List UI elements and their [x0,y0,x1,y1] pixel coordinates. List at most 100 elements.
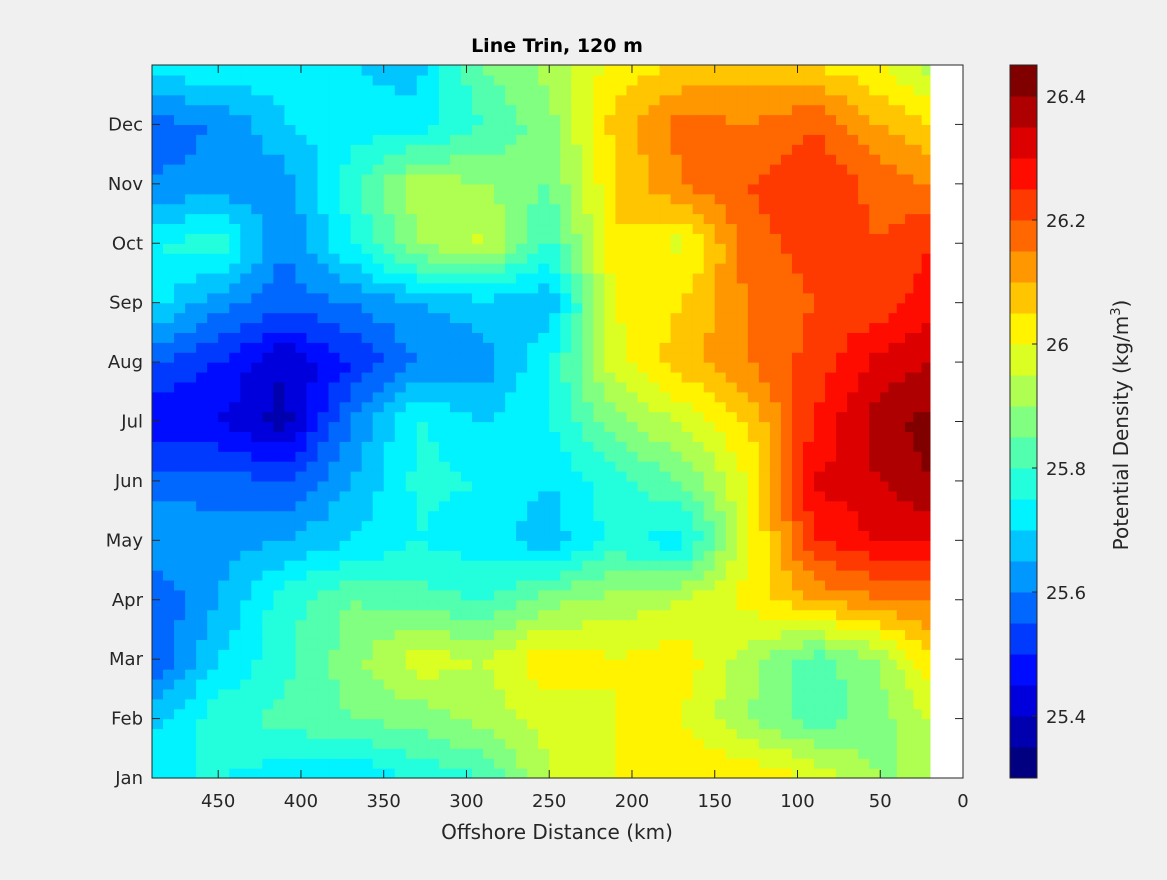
heatmap-cell [758,272,771,284]
heatmap-cell [858,411,870,423]
heatmap-cell [681,431,694,442]
heatmap-cell [471,728,484,739]
heatmap-cell [328,530,341,541]
heatmap-cell [780,718,793,730]
heatmap-cell [814,391,826,403]
heatmap-cell [736,490,749,502]
heatmap-cell [251,282,263,294]
heatmap-cell [791,272,804,284]
heatmap-cell [383,134,396,145]
heatmap-cell [527,738,539,749]
heatmap-cell [659,233,672,244]
heatmap-cell [174,84,186,96]
heatmap-cell [394,173,407,185]
heatmap-cell [273,520,285,532]
heatmap-cell [350,243,363,254]
heatmap-cell [394,302,407,314]
heatmap-cell [516,678,528,690]
heatmap-cell [538,183,550,195]
heatmap-cell [527,708,539,720]
heatmap-cell [571,431,583,442]
heatmap-cell [240,124,252,135]
heatmap-cell [560,104,572,116]
heatmap-cell [372,659,385,670]
heatmap-cell [196,292,208,304]
heatmap-cell [251,688,263,700]
heatmap-cell [438,322,451,333]
heatmap-cell [913,758,923,769]
heatmap-cell [383,352,396,363]
heatmap-cell [659,441,672,452]
heatmap-cell [328,550,341,561]
heatmap-cell [725,451,738,462]
heatmap-cell [670,550,683,561]
heatmap-cell [692,718,705,730]
heatmap-cell [703,322,716,333]
heatmap-cell [328,352,341,363]
heatmap-cell [692,451,705,462]
heatmap-cell [152,74,164,86]
heatmap-cell [438,332,451,343]
heatmap-cell [527,391,539,403]
heatmap-cell [780,381,793,393]
heatmap-cell [780,619,793,631]
heatmap-cell [185,768,197,779]
heatmap-cell [427,371,440,383]
heatmap-cell [273,401,285,413]
heatmap-cell [847,124,859,135]
heatmap-cell [438,371,451,383]
heatmap-cell [229,619,241,631]
heatmap-cell [174,154,186,165]
heatmap-cell [847,550,859,561]
heatmap-cell [471,134,484,145]
heatmap-cell [758,471,771,482]
heatmap-cell [869,391,881,403]
heatmap-cell [383,678,396,690]
heatmap-cell [163,738,175,749]
heatmap-cell [847,738,859,749]
heatmap-cell [571,401,583,413]
heatmap-cell [152,768,164,779]
heatmap-cell [152,609,164,621]
heatmap-cell [582,362,594,373]
heatmap-cell [888,738,898,749]
heatmap-cell [769,332,782,343]
heatmap-cell [372,688,385,700]
heatmap-cell [207,530,219,541]
heatmap-cell [295,362,308,373]
heatmap-cell [703,708,716,720]
heatmap-cell [460,282,473,294]
contour-fill [152,65,931,779]
heatmap-cell [593,560,605,571]
heatmap-cell [350,342,363,353]
heatmap-cell [681,708,694,720]
heatmap-cell [449,589,462,601]
heatmap-cell [405,263,418,274]
heatmap-cell [416,282,429,294]
heatmap-cell [207,84,219,96]
heatmap-cell [896,292,906,304]
heatmap-cell [780,292,793,304]
heatmap-cell [692,540,705,551]
heatmap-cell [372,570,385,581]
heatmap-cell [262,164,274,175]
heatmap-cell [905,441,914,452]
heatmap-cell [483,728,495,739]
heatmap-cell [251,134,263,145]
heatmap-cell [571,292,583,304]
heatmap-cell [736,520,749,532]
heatmap-cell [888,451,898,462]
heatmap-cell [921,619,931,631]
heatmap-cell [681,490,694,502]
heatmap-cell [471,203,484,215]
heatmap-cell [494,540,506,551]
heatmap-cell [416,401,429,413]
heatmap-cell [350,718,363,730]
heatmap-cell [858,243,870,254]
heatmap-cell [295,104,308,116]
heatmap-cell [516,213,528,225]
heatmap-cell [229,233,241,244]
heatmap-cell [174,322,186,333]
heatmap-cell [527,233,539,244]
heatmap-cell [516,748,528,759]
